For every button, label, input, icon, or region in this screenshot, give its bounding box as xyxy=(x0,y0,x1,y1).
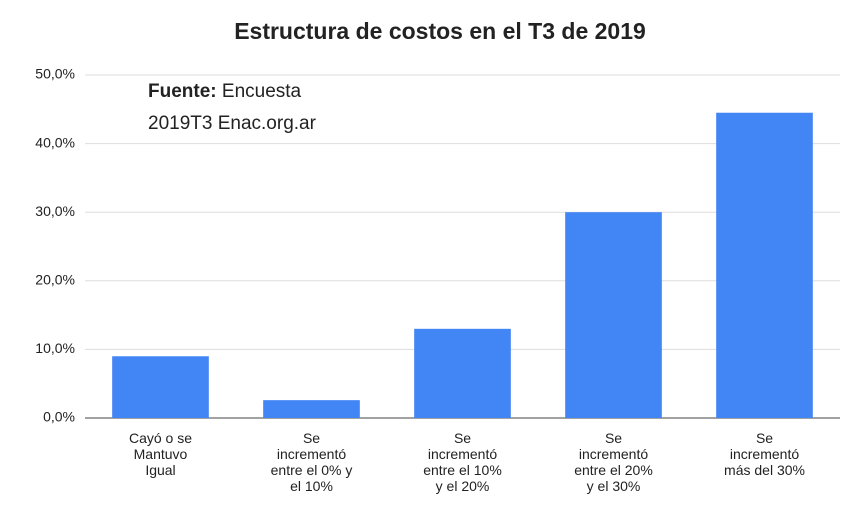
bar xyxy=(565,212,662,418)
y-tick-label: 30,0% xyxy=(35,203,75,219)
x-tick-label: Cayó o se Mantuvo Igual xyxy=(128,430,193,478)
y-tick-label: 0,0% xyxy=(43,409,75,425)
bar xyxy=(414,328,511,418)
x-tick-label: Se incrementó entre el 10% y el 20% xyxy=(423,430,502,494)
chart-title: Estructura de costos en el T3 de 2019 xyxy=(234,18,646,44)
annotation-label: Fuente: xyxy=(148,81,217,102)
y-tick-label: 50,0% xyxy=(35,66,75,82)
y-tick-label: 20,0% xyxy=(35,272,75,288)
y-tick-label: 10,0% xyxy=(35,340,75,356)
x-tick-label: Se incrementó más del 30% xyxy=(724,430,805,478)
x-tick-label: Se incrementó entre el 0% y el 10% xyxy=(270,430,353,494)
annotation: Fuente: Encuesta 2019T3 Enac.org.ar xyxy=(148,76,316,140)
bar xyxy=(263,400,360,418)
annotation-text: Encuesta 2019T3 Enac.org.ar xyxy=(148,81,316,134)
bar xyxy=(716,112,813,418)
bar xyxy=(112,356,209,418)
y-tick-label: 40,0% xyxy=(35,134,75,150)
x-tick-label: Se incrementó entre el 20% y el 30% xyxy=(574,430,653,494)
